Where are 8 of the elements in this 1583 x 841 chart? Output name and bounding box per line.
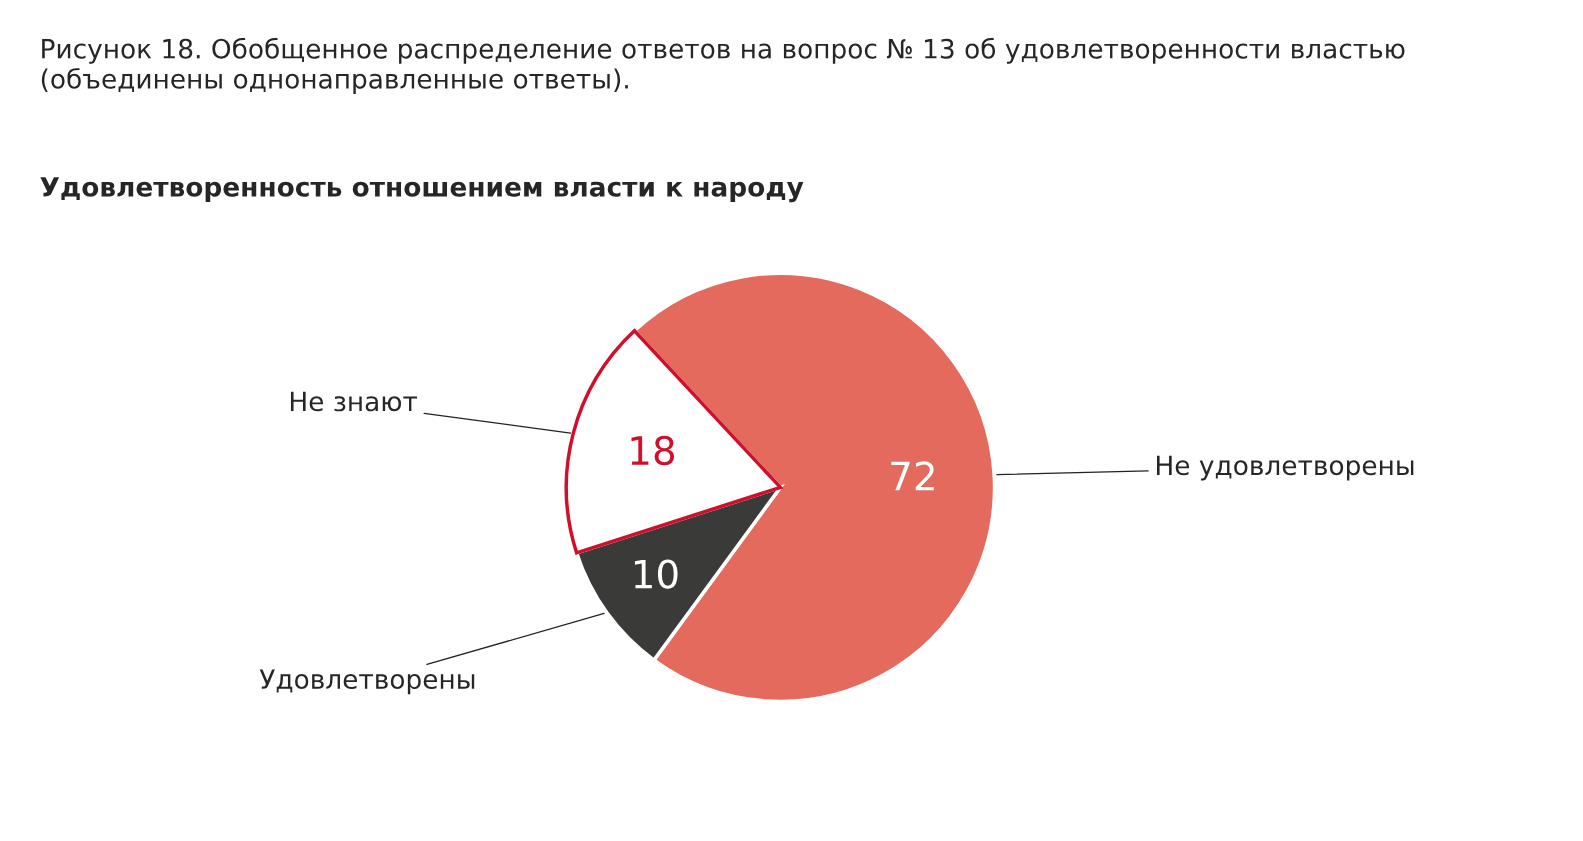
chart-title: Рисунок 18. Обобщенное распределение ответов на вопрос № 13 об удовлетворенности властью (объединены однонаправленные ответы). bbox=[41, 37, 1405, 94]
data-label: 10 bbox=[634, 559, 678, 589]
data-label: 72 bbox=[891, 461, 934, 491]
chart-subtitle: Удовлетворенность отношением власти к народу bbox=[40, 177, 804, 203]
data-label: 18 bbox=[631, 435, 675, 466]
slice-label: Не знают bbox=[290, 391, 418, 412]
slice-label: Не удовлетворены bbox=[1156, 455, 1414, 481]
slice-label: Удовлетворены bbox=[259, 669, 475, 695]
